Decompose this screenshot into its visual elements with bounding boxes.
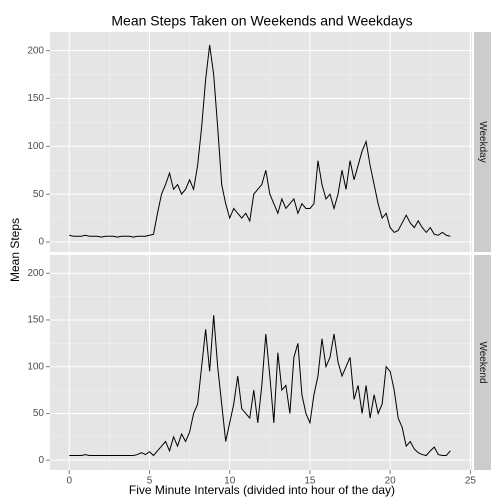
y-tick-label: 50 xyxy=(33,408,45,419)
y-tick-label: 50 xyxy=(33,189,45,200)
y-tick-label: 150 xyxy=(27,93,44,104)
facet-label: Weekday xyxy=(477,121,488,163)
data-line xyxy=(69,315,451,457)
x-tick-label: 25 xyxy=(465,476,477,487)
panel-background xyxy=(50,32,472,252)
y-tick-label: 0 xyxy=(38,237,44,248)
x-tick-label: 10 xyxy=(224,476,236,487)
y-tick-label: 200 xyxy=(27,268,44,279)
x-tick-label: 0 xyxy=(66,476,72,487)
y-tick-label: 150 xyxy=(27,315,44,326)
y-tick-label: 200 xyxy=(27,45,44,56)
x-tick-label: 15 xyxy=(304,476,316,487)
y-tick-label: 0 xyxy=(38,455,44,466)
y-tick-label: 100 xyxy=(27,141,44,152)
chart-title: Mean Steps Taken on Weekends and Weekday… xyxy=(111,13,412,29)
data-line xyxy=(69,44,451,238)
x-tick-label: 20 xyxy=(385,476,397,487)
x-tick-label: 5 xyxy=(147,476,153,487)
y-axis-label: Mean Steps xyxy=(8,218,22,282)
panel-background xyxy=(50,255,472,470)
facet-label: Weekend xyxy=(477,341,488,383)
x-axis-label: Five Minute Intervals (divided into hour… xyxy=(129,483,395,497)
facet-strip xyxy=(474,32,491,252)
facet-strip xyxy=(474,255,491,470)
y-tick-label: 100 xyxy=(27,361,44,372)
